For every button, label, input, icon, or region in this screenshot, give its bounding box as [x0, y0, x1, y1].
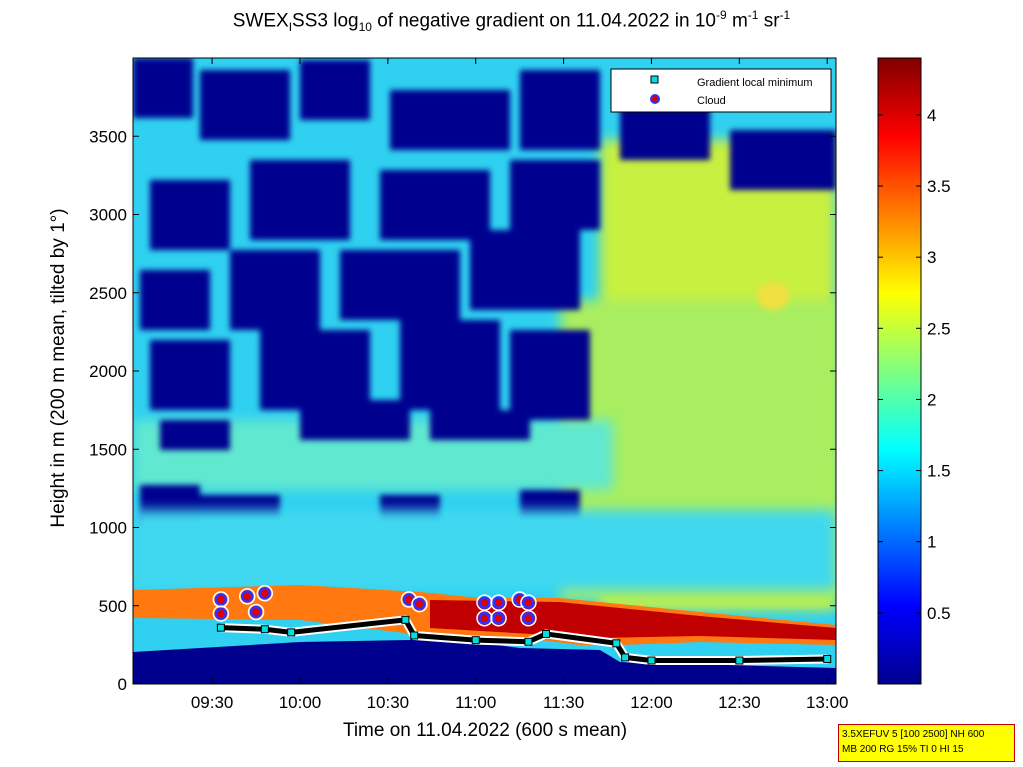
colorbar-tick-label: 1.5 — [927, 462, 951, 481]
legend-box — [610, 68, 832, 113]
colorbar-ticks: 0.5 1 1.5 2 2.5 3 3.5 4 — [878, 106, 951, 623]
gradient-minimum-point — [401, 615, 410, 624]
heatmap-dark-patches — [133, 58, 836, 525]
title-part: 10 — [358, 20, 372, 35]
title-part: of negative gradient on 11.04.2022 in 10 — [371, 10, 716, 32]
info-line-1: 3.5XEFUV 5 [100 2500] NH 600 — [842, 729, 985, 740]
gradient-minimum-point — [735, 656, 744, 665]
cloud-point-halo — [212, 591, 230, 608]
y-tick-label: 2000 — [89, 362, 127, 381]
colorbar-tick-label: 0.5 — [927, 604, 951, 623]
title-part: SS3 log — [292, 10, 359, 32]
x-tick-label: 10:30 — [367, 693, 410, 712]
cloud-point-halo — [411, 595, 428, 613]
colorbar-tick-label: 3 — [927, 248, 936, 267]
gradient-minimum-point — [260, 625, 269, 634]
colorbar-tick-label: 2 — [927, 390, 936, 409]
colorbar-tick-label: 1 — [927, 533, 936, 552]
heatmap-lower-band — [133, 510, 836, 590]
x-tick-label: 10:00 — [279, 693, 322, 712]
gradient-minimum-point — [612, 639, 621, 648]
x-tick-label: 09:30 — [191, 693, 234, 712]
cloud-point — [478, 596, 491, 609]
gradient-minimum-markers — [216, 615, 832, 666]
cloud-point-halo — [476, 610, 493, 627]
x-tick-label: 11:30 — [543, 693, 584, 712]
gradient-minimum-point — [287, 628, 296, 637]
colorbar-gradient — [877, 57, 922, 685]
title-part: -1 — [747, 8, 759, 22]
gradient-minimum-point — [823, 654, 832, 663]
heatmap-field — [133, 58, 836, 684]
title-part: -9 — [716, 8, 727, 22]
x-tick-label: 12:00 — [630, 693, 673, 712]
colorbar-tick-label: 2.5 — [927, 319, 951, 338]
y-tick-label: 0 — [118, 675, 127, 694]
y-tick-label: 1000 — [89, 519, 127, 538]
info-line-2: MB 200 RG 15% TI 0 HI 15 — [842, 744, 964, 755]
x-axis-label: Time on 11.04.2022 (600 s mean) — [343, 720, 627, 741]
cloud-markers — [212, 584, 537, 627]
legend: Gradient local minimum Cloud — [610, 68, 832, 113]
cloud-point — [492, 596, 505, 609]
title-part: m — [726, 10, 748, 32]
cloud-point-halo — [490, 610, 507, 627]
gradient-minimum-point — [542, 629, 551, 638]
cloud-point — [413, 597, 426, 611]
legend-label-minimum: Gradient local minimum — [697, 77, 813, 89]
cloud-point — [522, 612, 535, 625]
gradient-minimum-point — [216, 623, 225, 632]
x-tick-label: 12:30 — [718, 693, 761, 712]
cloud-point — [214, 593, 228, 606]
cloud-point — [478, 612, 491, 625]
y-tick-label: 3000 — [89, 206, 127, 225]
cloud-point — [258, 586, 272, 600]
colorbar: 0.5 1 1.5 2 2.5 3 3.5 4 — [877, 57, 951, 685]
legend-marker-square — [650, 75, 659, 84]
cloud-point-halo — [256, 584, 274, 602]
x-axis: 09:30 10:00 10:30 11:00 11:30 12:00 12:30 13:00 — [191, 58, 849, 712]
title-part: sr — [758, 10, 780, 32]
cloud-point — [214, 607, 228, 620]
gradient-minimum-point — [524, 637, 533, 646]
info-box: 3.5XEFUV 5 [100 2500] NH 600 MB 200 RG 1… — [838, 724, 1015, 762]
cloud-point — [492, 612, 505, 625]
x-tick-label: 11:00 — [455, 693, 496, 712]
y-tick-label: 500 — [99, 597, 127, 616]
title-part: I — [288, 20, 293, 35]
y-tick-label: 3500 — [89, 127, 127, 146]
cloud-point-halo — [212, 605, 230, 622]
title-part: -1 — [779, 8, 791, 22]
gradient-minimum-point — [621, 653, 630, 662]
y-axis: 0 500 1000 1500 2000 2500 3000 3500 — [89, 127, 836, 694]
x-tick-label: 13:00 — [806, 693, 849, 712]
gradient-minimum-point — [471, 636, 480, 645]
heatmap-hotspot — [757, 282, 789, 310]
legend-label-cloud: Cloud — [697, 95, 726, 107]
heatmap-surface — [133, 635, 836, 684]
colorbar-tick-label: 3.5 — [927, 177, 951, 196]
cloud-point-halo — [238, 588, 256, 605]
y-tick-label: 2500 — [89, 284, 127, 303]
gradient-minimum-point — [410, 631, 419, 640]
cloud-point — [249, 605, 263, 619]
gradient-minimum-point — [647, 656, 656, 665]
title-part: SWEX — [232, 10, 289, 32]
colorbar-tick-label: 4 — [927, 106, 936, 125]
cloud-point-halo — [520, 610, 537, 627]
y-axis-label: Height in m (200 m mean, tilted by 1°) — [48, 208, 69, 527]
cloud-point-halo — [247, 603, 265, 621]
y-tick-label: 1500 — [89, 440, 127, 459]
cloud-point — [522, 596, 535, 609]
chart-title: SWEXISS3 log10 of negative gradient on 1… — [0, 8, 1023, 34]
cloud-point — [240, 590, 254, 603]
legend-marker-circle — [650, 94, 660, 104]
